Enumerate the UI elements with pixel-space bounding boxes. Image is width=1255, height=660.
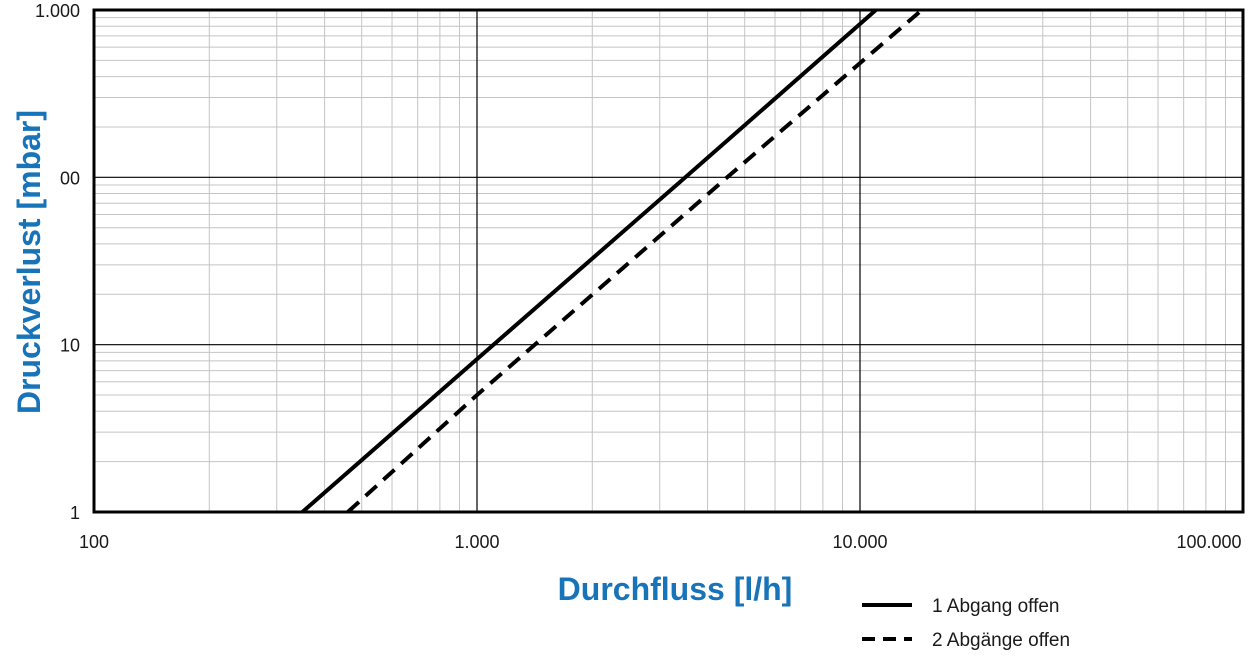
series-layer (301, 8, 924, 514)
y-tick-label: 1 (70, 503, 80, 523)
y-tick-label: 1.000 (35, 1, 80, 21)
legend-item-2: 2 Abgänge offen (862, 630, 1070, 651)
x-tick-label: 100.000 (1176, 532, 1241, 552)
x-tick-label: 1.000 (454, 532, 499, 552)
series-line-2 (346, 8, 924, 514)
legend: 1 Abgang offen 2 Abgänge offen (862, 596, 1070, 651)
x-tick-label: 10.000 (832, 532, 887, 552)
y-axis-title: Druckverlust [mbar] (11, 110, 47, 414)
y-tick-labels: 1 10 00 1.000 (35, 1, 80, 523)
legend-item-1: 1 Abgang offen (862, 596, 1060, 617)
x-tick-label: 100 (79, 532, 109, 552)
series-line-1 (301, 8, 878, 514)
y-tick-label: 10 (60, 336, 80, 356)
major-grid (93, 9, 1244, 513)
legend-label-2: 2 Abgänge offen (932, 630, 1070, 651)
plot-frame (92, 8, 1245, 514)
legend-label-1: 1 Abgang offen (932, 596, 1060, 617)
x-tick-labels: 100 1.000 10.000 100.000 (79, 532, 1242, 552)
y-tick-label: 00 (60, 168, 80, 188)
minor-grid (94, 10, 1243, 512)
x-axis-title: Durchfluss [l/h] (558, 571, 793, 607)
